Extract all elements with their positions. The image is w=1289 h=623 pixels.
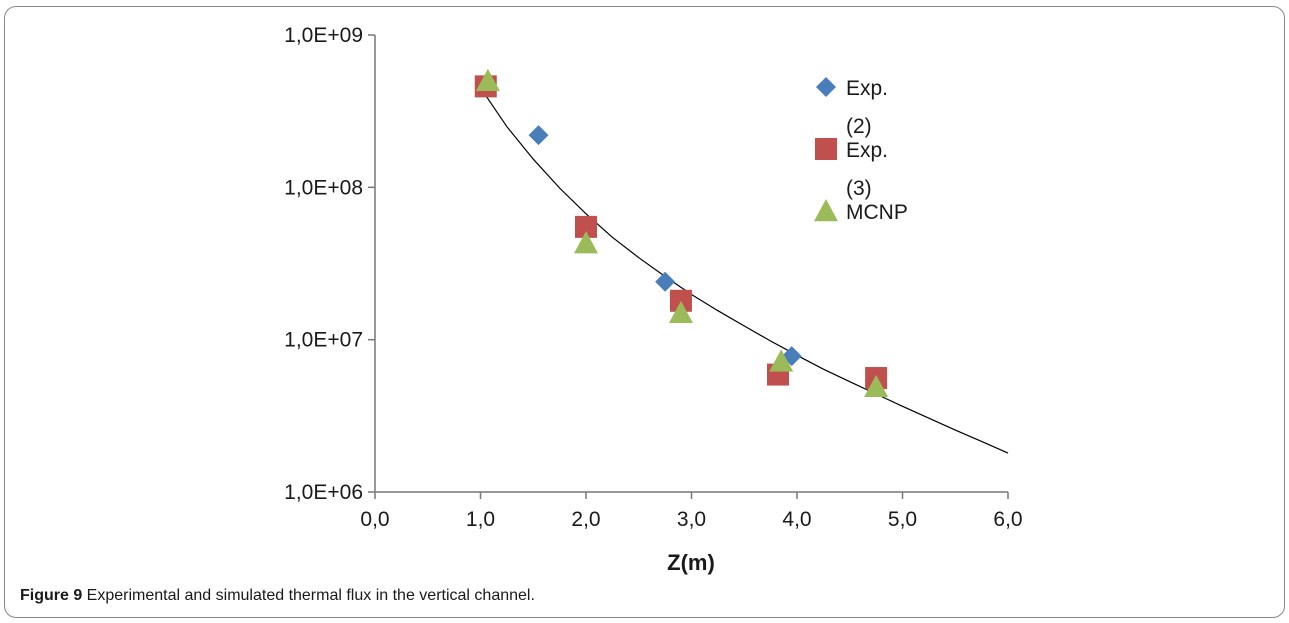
data-point-triangle	[574, 231, 598, 254]
legend-marker-triangle	[814, 199, 838, 222]
data-point-triangle	[668, 300, 693, 324]
legend-label: (2)	[846, 115, 872, 138]
caption-label: Figure 9	[20, 587, 83, 604]
data-point-triangle	[475, 68, 500, 92]
data-point-diamond	[528, 125, 549, 146]
ticks: 1,0E+06 1,0E+07 1,0E+08 1,0E+09 0,0 1,0 2,0 3,0…	[284, 24, 1022, 531]
data-point-diamond	[655, 271, 676, 292]
legend-label: Exp.	[846, 139, 888, 162]
trendline	[480, 87, 1009, 454]
scatter-chart: 1,0E+06 1,0E+07 1,0E+08 1,0E+09 0,0 1,0 2,0 3,0…	[284, 24, 1022, 575]
x-tick-label: 2,0	[571, 508, 600, 531]
x-tick-label: 5,0	[888, 508, 917, 531]
legend-marker-square	[815, 138, 837, 160]
caption-text: Experimental and simulated thermal flux …	[82, 587, 535, 604]
y-tick-label: 1,0E+06	[284, 481, 363, 504]
legend-marker-diamond	[816, 77, 836, 97]
data-point-triangle	[769, 349, 794, 372]
x-axis-label: Z(m)	[667, 550, 715, 575]
x-tick-label: 0,0	[360, 508, 389, 531]
y-tick-label: 1,0E+08	[284, 176, 363, 199]
legend-label: Exp.	[846, 77, 888, 100]
legend-label: (3)	[846, 177, 872, 200]
data-points	[474, 68, 889, 398]
x-tick-label: 4,0	[782, 508, 811, 531]
data-point-square	[575, 215, 597, 238]
x-tick-label: 1,0	[466, 508, 495, 531]
data-point-square	[669, 289, 692, 312]
data-point-triangle	[864, 374, 889, 398]
figure-caption: Figure 9 Experimental and simulated ther…	[20, 587, 535, 605]
x-tick-label: 6,0	[993, 508, 1022, 531]
y-tick-label: 1,0E+09	[284, 24, 363, 47]
legend: Exp.(2)Exp.(3)MCNP	[814, 77, 908, 224]
x-tick-label: 3,0	[677, 508, 706, 531]
y-tick-label: 1,0E+07	[284, 329, 363, 352]
legend-label: MCNP	[846, 201, 908, 224]
axes	[374, 35, 1008, 493]
figure-frame	[4, 6, 1285, 618]
